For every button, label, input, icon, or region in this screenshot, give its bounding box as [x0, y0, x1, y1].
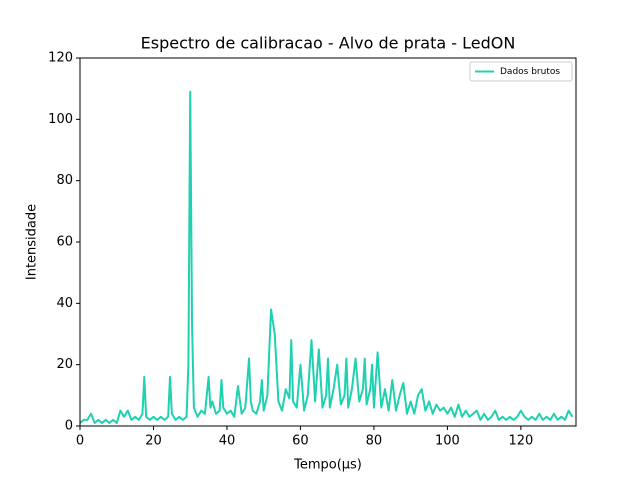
y-tick-label: 60 — [56, 235, 73, 250]
y-tick-label: 40 — [56, 296, 73, 311]
x-tick-label: 60 — [292, 434, 309, 449]
y-axis-label: Intensidade — [25, 204, 40, 280]
x-tick-label: 0 — [76, 434, 84, 449]
x-tick-label: 20 — [145, 434, 162, 449]
y-tick-label: 100 — [48, 112, 73, 127]
y-tick-label: 80 — [56, 173, 73, 188]
chart-title: Espectro de calibracao - Alvo de prata -… — [141, 34, 516, 53]
x-tick-label: 120 — [508, 434, 533, 449]
x-tick-label: 40 — [219, 434, 236, 449]
x-tick-label: 100 — [435, 434, 460, 449]
y-tick-label: 20 — [56, 357, 73, 372]
legend-box — [469, 61, 573, 82]
y-tick-label: 120 — [48, 51, 73, 66]
y-tick-label: 0 — [65, 419, 73, 434]
plot-frame — [79, 57, 577, 427]
legend-label: Dados brutos — [500, 67, 560, 77]
x-axis-label: Tempo(μs) — [293, 458, 362, 473]
x-tick-label: 80 — [366, 434, 383, 449]
data-line — [79, 90, 574, 424]
